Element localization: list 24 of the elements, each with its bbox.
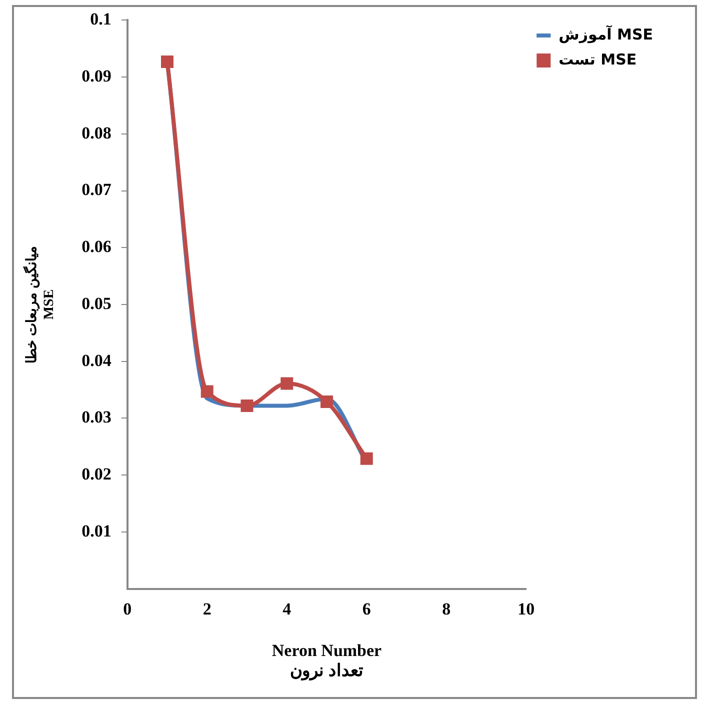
x-tick-label: 6	[362, 599, 371, 618]
point	[320, 395, 333, 408]
point	[240, 399, 254, 412]
point	[280, 377, 294, 390]
point	[200, 385, 214, 398]
y-tick-label: 0.1	[90, 10, 112, 29]
y-tick-label: 0.02	[82, 464, 112, 484]
x-tick-label: 0	[123, 599, 132, 618]
y-tick-label: 0.06	[82, 237, 112, 256]
y-tick-label: 0.09	[82, 66, 112, 86]
y-tick-label: 0.08	[82, 123, 112, 142]
point	[360, 452, 373, 465]
y-tick-label: 0.04	[82, 350, 112, 370]
legend-label: تست MSE	[558, 50, 637, 68]
x-tick-label: 8	[442, 599, 451, 618]
y-tick-label: 0.03	[82, 408, 112, 427]
legend-label: آموزش MSE	[558, 24, 654, 44]
point	[160, 55, 174, 68]
x-tick-label: 4	[282, 599, 292, 618]
y-tick-label: 0.07	[82, 180, 112, 200]
y-tick-label: 0.01	[82, 521, 112, 540]
y-tick-label: 0.05	[82, 294, 112, 313]
x-tick-label: 2	[202, 599, 212, 618]
x-tick-label: 10	[518, 599, 535, 618]
